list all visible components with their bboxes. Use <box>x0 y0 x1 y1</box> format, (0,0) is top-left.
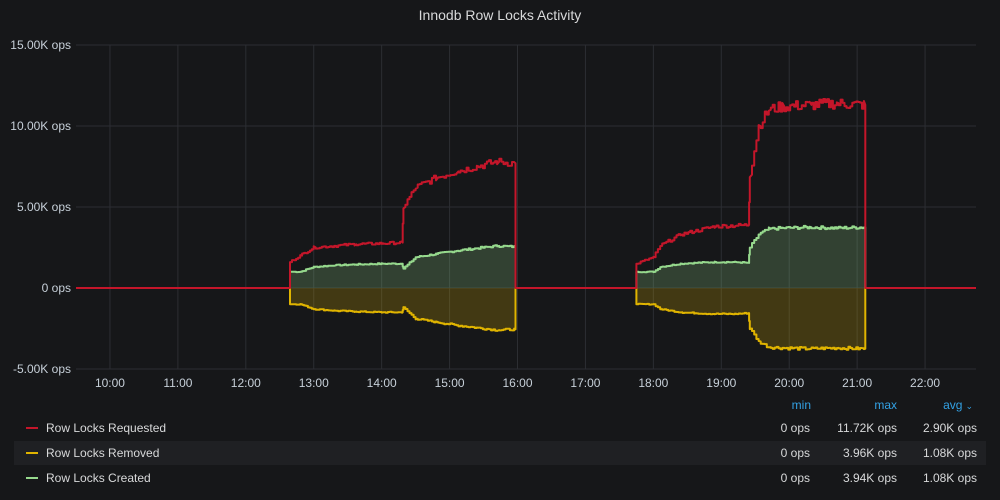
legend-series-name[interactable]: Row Locks Removed <box>46 446 160 460</box>
x-tick-label: 18:00 <box>638 376 668 390</box>
legend-series-name[interactable]: Row Locks Requested <box>46 421 167 435</box>
x-tick-label: 14:00 <box>367 376 397 390</box>
legend-swatch <box>26 427 38 429</box>
legend-min-value: 0 ops <box>780 421 810 435</box>
legend-max-value: 3.94K ops <box>842 471 897 485</box>
legend-series-name[interactable]: Row Locks Created <box>46 471 151 485</box>
panel-title: Innodb Row Locks Activity <box>418 7 582 23</box>
y-tick-label: 5.00K ops <box>17 200 71 214</box>
legend-avg-value: 1.08K ops <box>922 446 977 460</box>
x-axis-labels: 10:00 11:00 12:00 13:00 14:00 15:00 16:00 17:00… <box>95 376 940 390</box>
legend-swatch <box>26 477 38 479</box>
legend-max-value: 3.96K ops <box>842 446 897 460</box>
legend-item-row-locks-removed[interactable]: Row Locks Removed 0 ops 3.96K ops 1.08K … <box>14 441 986 465</box>
series-line-row-locks-created <box>76 224 976 289</box>
y-tick-label: 10.00K ops <box>10 119 71 133</box>
legend-item-row-locks-created[interactable]: Row Locks Created 0 ops 3.94K ops 1.08K … <box>14 466 986 490</box>
chevron-down-icon: ⌄ <box>965 401 973 411</box>
series-fill-row-locks-created <box>76 225 976 288</box>
x-tick-label: 21:00 <box>842 376 872 390</box>
series-line-row-locks-requested <box>76 98 976 289</box>
legend-header-max[interactable]: max <box>874 398 897 412</box>
legend-avg-value: 1.08K ops <box>922 471 977 485</box>
x-tick-label: 12:00 <box>231 376 261 390</box>
y-tick-label: -5.00K ops <box>13 362 71 376</box>
legend-header: min max avg ⌄ <box>0 398 1000 414</box>
line-chart: 15.00K ops 10.00K ops 5.00K ops 0 ops -5.00K… <box>10 38 976 390</box>
series-lines <box>76 98 976 351</box>
x-tick-label: 15:00 <box>435 376 465 390</box>
x-tick-label: 20:00 <box>774 376 804 390</box>
legend-max-value: 11.72K ops <box>837 421 897 435</box>
legend-avg-value: 2.90K ops <box>922 421 977 435</box>
x-tick-label: 16:00 <box>502 376 532 390</box>
legend-swatch <box>26 452 38 454</box>
series-line-row-locks-removed <box>76 287 976 351</box>
legend-header-avg-label: avg <box>943 398 963 412</box>
y-tick-label: 0 ops <box>42 281 71 295</box>
x-tick-label: 11:00 <box>163 376 192 390</box>
y-axis-labels: 15.00K ops 10.00K ops 5.00K ops 0 ops -5.00K… <box>10 38 71 376</box>
legend-header-avg[interactable]: avg ⌄ <box>883 398 973 412</box>
legend-min-value: 0 ops <box>780 446 810 460</box>
x-tick-label: 13:00 <box>299 376 329 390</box>
x-tick-label: 22:00 <box>910 376 940 390</box>
series-fill-row-locks-removed <box>76 288 976 350</box>
y-tick-label: 15.00K ops <box>10 38 71 52</box>
x-tick-label: 17:00 <box>570 376 600 390</box>
legend-item-row-locks-requested[interactable]: Row Locks Requested 0 ops 11.72K ops 2.9… <box>14 416 986 440</box>
legend-min-value: 0 ops <box>780 471 810 485</box>
x-tick-label: 10:00 <box>95 376 125 390</box>
x-tick-label: 19:00 <box>706 376 736 390</box>
legend-header-min[interactable]: min <box>791 398 811 412</box>
